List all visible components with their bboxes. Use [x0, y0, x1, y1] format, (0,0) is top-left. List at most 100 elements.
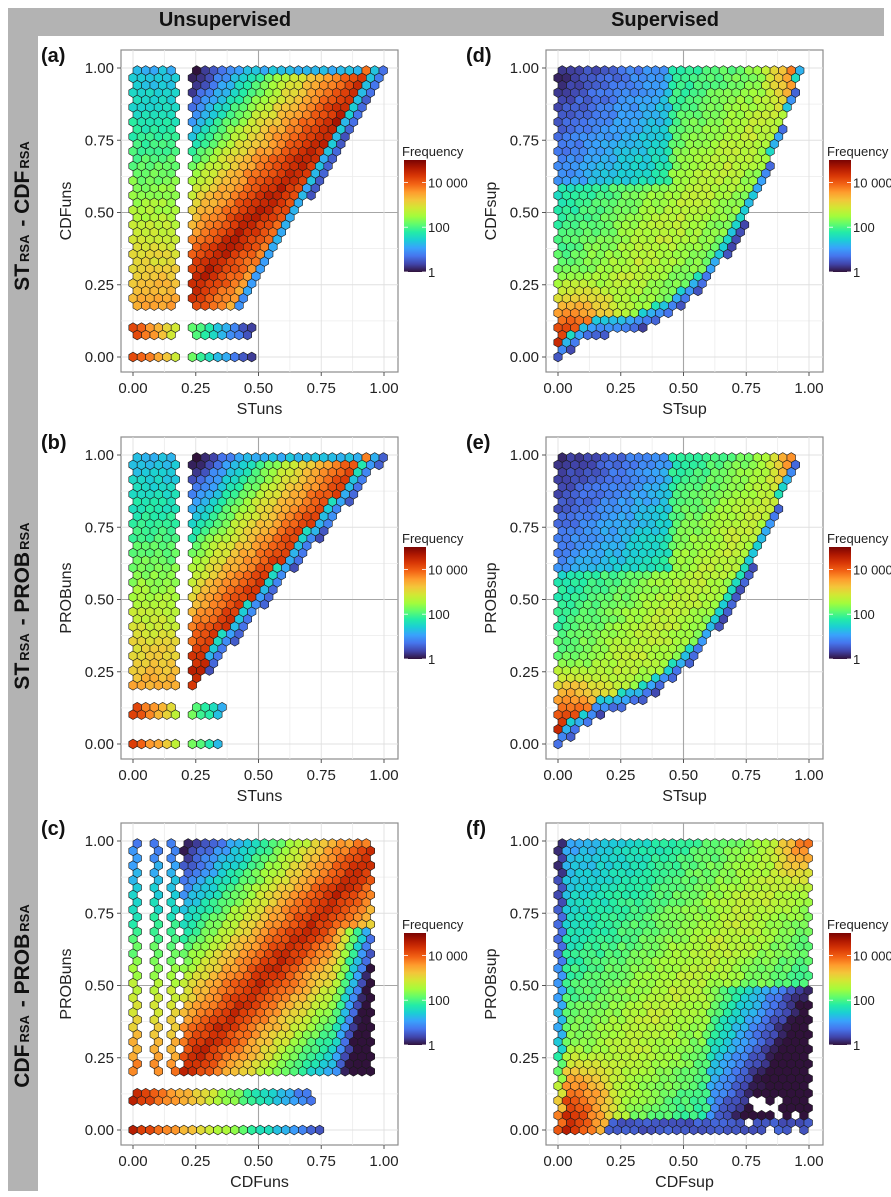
hexbin-cell — [226, 452, 236, 463]
hexbin-cell — [786, 65, 796, 76]
x-tick-label: 0.25 — [606, 767, 635, 784]
hexbin-cell — [302, 452, 312, 463]
hexbin-cell — [293, 452, 303, 463]
hexbin-cell — [166, 838, 176, 849]
hexbin-cell — [132, 1088, 142, 1099]
hexbin-cell — [353, 452, 363, 463]
hexbin-cell — [684, 452, 695, 463]
hexbin-cell — [566, 65, 576, 76]
hexbin-cell — [217, 702, 227, 713]
x-tick-label: 1.00 — [369, 380, 398, 397]
y-tick-label: 0.50 — [85, 592, 114, 609]
panel-a: 0.00 0.25 0.50 0.75 1.000.000.250.500.751.00… — [41, 45, 468, 418]
hexbin-cell — [310, 65, 320, 76]
hexbin-cell — [310, 838, 320, 849]
hexbin-cell — [213, 738, 223, 750]
legend-tick-label: 1 — [428, 652, 435, 667]
hexbin-cell — [281, 1124, 291, 1136]
hexbin-cell — [353, 65, 363, 76]
hexbin-cell — [650, 452, 661, 463]
hexbin-cell — [200, 702, 210, 713]
legend-tick-label: 100 — [428, 607, 450, 622]
hexbin-cell — [170, 351, 180, 363]
x-tick-label: 1.00 — [794, 767, 823, 784]
y-tick-label: 0.00 — [85, 1122, 114, 1139]
y-tick-label: 1.00 — [85, 60, 114, 77]
hexbin-cell — [795, 65, 805, 76]
legend-title: Frequency — [402, 144, 464, 159]
y-tick-label: 0.75 — [85, 519, 114, 536]
hexbin-cell — [158, 702, 168, 713]
y-tick-label: 1.00 — [510, 60, 539, 77]
hexbin-cell — [676, 452, 686, 463]
hexbin-cell — [230, 1124, 240, 1136]
hexbin-cell — [170, 738, 180, 750]
hexbin-cell — [693, 452, 703, 463]
hexbin-cell — [625, 65, 635, 76]
x-tick-label: 0.25 — [181, 767, 210, 784]
hexbin-cell — [243, 65, 252, 76]
hexbin-cell — [128, 322, 138, 333]
y-tick-label: 0.75 — [510, 132, 539, 149]
hexbin-cell — [141, 452, 151, 463]
hexbin-cell — [213, 351, 223, 363]
hexbin-cell — [336, 838, 346, 849]
hexbin-cell — [217, 1088, 227, 1099]
hexbin-cell — [583, 452, 593, 463]
hexbin-cell — [259, 452, 270, 463]
hexbin-cell — [238, 351, 248, 363]
hexbin-cell — [166, 702, 176, 713]
hexbin-cell — [149, 838, 159, 849]
hexbin-cell — [226, 1088, 236, 1099]
hexbin-cell — [145, 351, 155, 363]
hexbin-cell — [204, 351, 214, 363]
column-title-unsupervised: Unsupervised — [158, 9, 292, 31]
hexbin-layer — [128, 65, 388, 363]
x-axis-title: STsup — [662, 788, 707, 805]
hexbin-cell — [166, 65, 176, 76]
hexbin-cell — [735, 452, 745, 463]
panel-label: (e) — [466, 432, 490, 454]
hexbin-cell — [166, 1088, 176, 1099]
hexbin-cell — [162, 1124, 172, 1136]
hexbin-cell — [769, 65, 779, 76]
hexbin-layer — [553, 65, 805, 363]
hexbin-cell — [259, 838, 270, 849]
x-tick-label: 0.00 — [543, 767, 572, 784]
y-tick-label: 0.00 — [510, 349, 539, 366]
hexbin-cell — [319, 838, 329, 849]
hexbin-cell — [238, 1124, 248, 1136]
hexbin-cell — [306, 1124, 316, 1136]
hexbin-cell — [701, 65, 712, 76]
legend-title: Frequency — [402, 917, 464, 932]
x-tick-label: 0.75 — [307, 1153, 336, 1170]
hexbin-cell — [633, 452, 644, 463]
colorbar — [404, 933, 426, 1045]
hexbin-cell — [659, 65, 669, 76]
hexbin-cell — [361, 838, 371, 849]
hexbin-cell — [226, 65, 236, 76]
hexbin-cell — [378, 452, 388, 463]
hexbin-cell — [574, 452, 584, 463]
hexbin-cell — [128, 351, 138, 363]
hexbin-cell — [336, 65, 346, 76]
hexbin-cell — [234, 838, 244, 849]
x-tick-label: 0.00 — [118, 1153, 147, 1170]
hexbin-cell — [145, 738, 155, 750]
hexbin-cell — [200, 452, 210, 463]
x-tick-label: 0.25 — [181, 380, 210, 397]
hexbin-cell — [149, 65, 159, 76]
y-tick-label: 0.75 — [85, 132, 114, 149]
colorbar — [404, 547, 426, 659]
legend-tick-label: 1 — [428, 265, 435, 280]
hexbin-cell — [765, 1110, 775, 1121]
hexbin-cell — [204, 738, 214, 750]
y-tick-label: 0.00 — [85, 349, 114, 366]
y-tick-label: 0.00 — [85, 736, 114, 753]
x-tick-label: 0.25 — [181, 1153, 210, 1170]
hexbin-cell — [141, 65, 151, 76]
hexbin-cell — [710, 65, 720, 76]
hexbin-cell — [557, 452, 567, 463]
panel-e: 0.00 0.25 0.50 0.75 1.000.000.250.500.751.00… — [466, 432, 891, 805]
hexbin-cell — [718, 65, 728, 76]
